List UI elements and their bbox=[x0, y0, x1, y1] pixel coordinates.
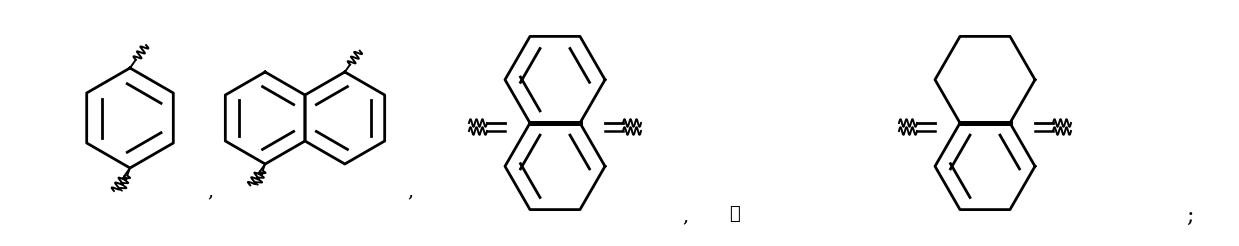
Text: ,: , bbox=[406, 182, 413, 200]
Text: ,: , bbox=[207, 182, 213, 200]
Text: ,: , bbox=[681, 207, 688, 225]
Text: ;: ; bbox=[1186, 205, 1193, 227]
Text: 和: 和 bbox=[730, 205, 741, 223]
